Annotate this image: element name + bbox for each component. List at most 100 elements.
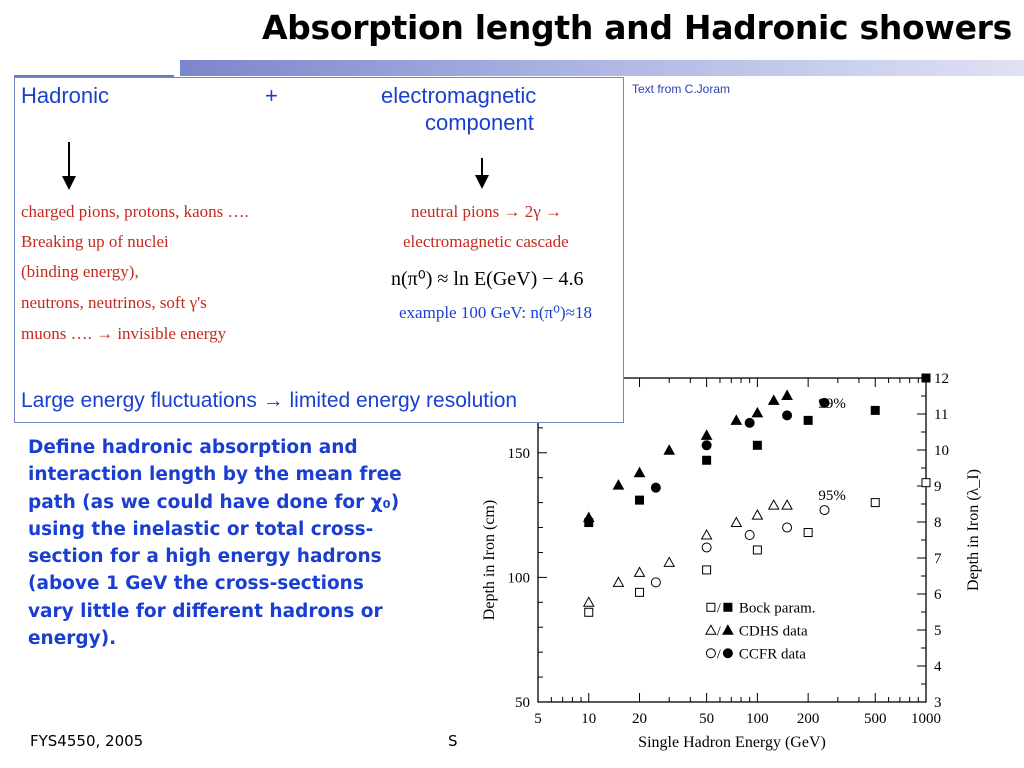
x-tick-label: 100 xyxy=(746,711,769,727)
square-point xyxy=(752,545,762,555)
left-arrow-head xyxy=(62,176,76,190)
square-point xyxy=(803,415,813,425)
triangle-point xyxy=(633,566,646,577)
legend-slash: / xyxy=(717,647,721,662)
y2-tick-label: 11 xyxy=(934,407,948,423)
legend-label: CCFR data xyxy=(739,646,806,662)
definition-line-2: interaction length by the mean free xyxy=(28,464,402,486)
y-axis-label: Depth in Iron (cm) xyxy=(481,500,498,620)
em-label-line2: component xyxy=(425,110,534,135)
hadronic-line-3: (binding energy), xyxy=(21,262,139,281)
pion-multiplicity-formula: n(π⁰) ≈ ln E(GeV) − 4.6 xyxy=(391,268,584,290)
legend-open-marker xyxy=(705,648,716,659)
legend-slash: / xyxy=(717,624,721,639)
fluctuation-statement: Large energy fluctuations → limited ener… xyxy=(21,389,518,412)
y2-axis-label: Depth in Iron (λ_I) xyxy=(965,469,982,591)
circle-point xyxy=(744,530,755,541)
em-line-2: electromagnetic cascade xyxy=(403,232,569,251)
definition-line-6: (above 1 GeV the cross-sections xyxy=(28,573,364,595)
legend-filled-marker xyxy=(722,648,733,659)
slide-title: Absorption length and Hadronic showers xyxy=(261,8,1012,47)
circle-point xyxy=(650,482,661,493)
y-tick-label: 100 xyxy=(508,570,531,586)
credit-text: Text from C.Joram xyxy=(632,82,731,96)
circle-point xyxy=(782,410,793,421)
circle-point xyxy=(744,417,755,428)
circle-point xyxy=(701,542,712,553)
title-rule xyxy=(14,75,174,77)
square-point xyxy=(921,478,931,488)
triangle-point xyxy=(730,516,743,528)
square-point xyxy=(584,607,594,617)
definition-line-5: section for a high energy hadrons xyxy=(28,546,382,568)
triangle-point xyxy=(730,414,743,425)
x-tick-label: 1000 xyxy=(911,711,941,727)
hadronic-components-box: Hadronic + electromagnetic component cha… xyxy=(14,77,624,423)
hadronic-line-4: neutrons, neutrinos, soft γ's xyxy=(21,293,207,312)
triangle-point xyxy=(781,499,793,510)
y2-tick-label: 5 xyxy=(934,623,942,639)
y2-tick-label: 3 xyxy=(934,695,942,711)
y2-tick-label: 12 xyxy=(934,372,949,387)
footer-course: FYS4550, 2005 xyxy=(30,732,144,750)
right-arrow-head xyxy=(475,175,489,189)
circle-point xyxy=(819,397,830,408)
x-tick-label: 10 xyxy=(581,711,596,727)
triangle-point xyxy=(751,406,764,418)
em-line-1: neutral pions → 2γ → xyxy=(411,202,563,221)
y2-tick-label: 10 xyxy=(934,443,949,459)
square-point xyxy=(921,373,931,383)
square-point xyxy=(870,405,880,415)
definition-line-3: path (as we could have done for χ₀) xyxy=(28,491,400,513)
hadronic-line-5: muons …. → invisible energy xyxy=(21,324,227,343)
triangle-point xyxy=(612,479,625,490)
y2-tick-label: 9 xyxy=(934,479,942,495)
plus-sign: + xyxy=(265,83,278,108)
y-tick-label: 50 xyxy=(515,695,530,711)
circle-point xyxy=(819,505,830,516)
legend-open-marker xyxy=(705,624,717,635)
definition-paragraph: Define hadronic absorption and interacti… xyxy=(28,434,448,652)
y2-tick-label: 7 xyxy=(934,551,942,567)
square-point xyxy=(702,565,712,575)
y-tick-label: 150 xyxy=(508,446,531,462)
left-arrow-shaft xyxy=(68,142,70,178)
triangle-point xyxy=(582,511,595,523)
x-tick-label: 500 xyxy=(864,711,887,727)
definition-line-7: vary little for different hadrons or xyxy=(28,600,383,622)
triangle-point xyxy=(700,528,713,540)
x-tick-label: 20 xyxy=(632,711,647,727)
circle-point xyxy=(701,440,712,451)
y2-tick-label: 8 xyxy=(934,515,942,531)
y2-tick-label: 6 xyxy=(934,587,942,603)
triangle-point xyxy=(663,444,676,455)
legend-open-marker xyxy=(706,602,716,612)
title-underline-bar xyxy=(180,60,1024,76)
y2-tick-label: 4 xyxy=(934,659,942,675)
triangle-point xyxy=(633,466,646,478)
definition-line-1: Define hadronic absorption and xyxy=(28,437,358,458)
square-point xyxy=(803,528,813,538)
x-tick-label: 50 xyxy=(699,711,714,727)
legend-filled-marker xyxy=(722,624,734,635)
annotation-95-percent: 95% xyxy=(818,488,846,504)
legend-slash: / xyxy=(717,601,721,616)
footer-partial-text: S xyxy=(448,732,458,750)
example-text: example 100 GeV: n(π⁰)≈18 xyxy=(399,303,592,322)
square-point xyxy=(752,440,762,450)
depth-vs-energy-plot: 5 10 20 50 100 200 500 1000 50 100 150 3 4 5 6 7 8 9 10 11 1… xyxy=(481,372,982,751)
square-point xyxy=(870,498,880,508)
hadronic-line-1: charged pions, protons, kaons …. xyxy=(21,202,249,221)
definition-line-4: using the inelastic or total cross- xyxy=(28,518,374,540)
x-tick-label: 200 xyxy=(797,711,820,727)
square-point xyxy=(702,455,712,465)
square-point xyxy=(635,587,645,597)
hadronic-label: Hadronic xyxy=(21,83,110,108)
x-tick-label: 5 xyxy=(534,711,542,727)
legend-label: CDHS data xyxy=(739,623,808,639)
x-axis-label: Single Hadron Energy (GeV) xyxy=(638,734,826,751)
right-arrow-shaft xyxy=(481,158,483,176)
legend-label: Bock param. xyxy=(739,600,816,616)
circle-point xyxy=(782,522,793,533)
triangle-point xyxy=(612,576,625,587)
